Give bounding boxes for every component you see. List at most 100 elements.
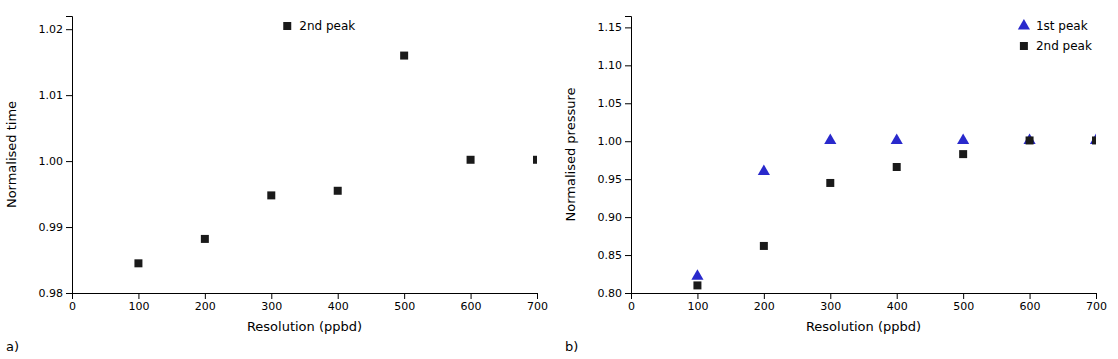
tick-mark [1030,293,1031,299]
point [267,191,275,199]
tick-mark [625,103,631,104]
tick: 200 [754,293,775,313]
tick: 0.99 [39,221,73,234]
tick-label: 1.10 [598,59,623,72]
tick-mark [66,95,72,96]
tick: 0.98 [39,287,73,300]
tick: 1.05 [598,97,632,110]
tick-label: 0.85 [598,249,623,262]
tick: 0.85 [598,249,632,262]
legend: 1st peak2nd peak [1018,19,1092,53]
tick-label: 0.80 [598,287,623,300]
tick-label: 1.05 [598,97,623,110]
point [1092,136,1096,144]
tick-label: 0.98 [39,287,64,300]
tick-label: 1.00 [39,155,64,168]
tick-mark [138,293,139,299]
tick-label: 0 [69,300,76,313]
tick-mark [271,293,272,299]
point [826,179,834,187]
tick: 600 [461,293,482,313]
point [1090,133,1096,144]
tick-mark [205,293,206,299]
panel: 01002003004005006007000.800.850.900.951.… [563,17,1107,355]
tick-label: 100 [687,300,708,313]
legend-label: 2nd peak [1036,39,1092,53]
point [334,187,342,195]
tick-label: 400 [887,300,908,313]
tick: 100 [128,293,149,313]
legend-item: 2nd peak [283,19,355,33]
tick-mark [66,29,72,30]
tick: 500 [953,293,974,313]
tick-label: 1.15 [598,21,623,34]
legend: 2nd peak [283,19,355,33]
tick-mark [625,217,631,218]
tick-label: 600 [461,300,482,313]
tick: 100 [687,293,708,313]
panel: 01002003004005006007000.980.991.001.011.… [4,17,548,355]
legend-symbol [1018,19,1030,30]
legend-symbol [1020,42,1028,50]
tick: 400 [328,293,349,313]
tick-label: 600 [1020,300,1041,313]
tick: 1.01 [39,89,73,102]
plot-area [691,133,1096,289]
tick-label: 200 [754,300,775,313]
tick-label: 100 [128,300,149,313]
tick-label: 500 [953,300,974,313]
tick-label: 1.01 [39,89,64,102]
tick-mark [625,27,631,28]
point [134,259,142,267]
tick: 0 [69,293,76,313]
point [760,242,768,250]
tick-mark [625,65,631,66]
axis-line [632,294,1097,300]
point [891,133,903,144]
legend-item: 2nd peak [1020,39,1092,53]
tick-label: 500 [394,300,415,313]
tick: 300 [261,293,282,313]
x-axis: 0100200300400500600700 [69,293,548,313]
tick: 1.00 [598,135,632,148]
tick-label: 200 [195,300,216,313]
tick: 200 [195,293,216,313]
tick-label: 0 [628,300,635,313]
point [693,281,701,289]
tick-label: 1.02 [39,23,64,36]
tick: 1.00 [39,155,73,168]
point [1023,133,1035,144]
tick-mark [625,141,631,142]
point [691,269,703,280]
series [134,52,537,268]
tick-mark [1096,293,1097,299]
tick: 500 [394,293,415,313]
tick-label: 1.00 [598,135,623,148]
tick-mark [830,293,831,299]
tick: 1.15 [598,21,632,34]
tick-mark [66,161,72,162]
tick-mark [625,255,631,256]
tick-mark [471,293,472,299]
tick-mark [697,293,698,299]
tick-mark [66,293,72,294]
tick-label: 0.99 [39,221,64,234]
point [533,156,537,164]
axis-line [66,17,73,294]
tick-mark [66,227,72,228]
chart: 01002003004005006007000.980.991.001.011.… [0,0,1118,359]
tick: 0.95 [598,173,632,186]
legend-symbol [283,22,291,30]
tick-mark [625,179,631,180]
tick: 400 [887,293,908,313]
x-axis-title: Resolution (ppbd) [247,319,362,334]
series [693,136,1096,289]
panel-label: b) [565,339,578,354]
tick: 0.80 [598,287,632,300]
tick-label: 400 [328,300,349,313]
tick: 1.10 [598,59,632,72]
tick: 300 [820,293,841,313]
axis-line [73,294,538,300]
tick-label: 300 [261,300,282,313]
point [201,235,209,243]
